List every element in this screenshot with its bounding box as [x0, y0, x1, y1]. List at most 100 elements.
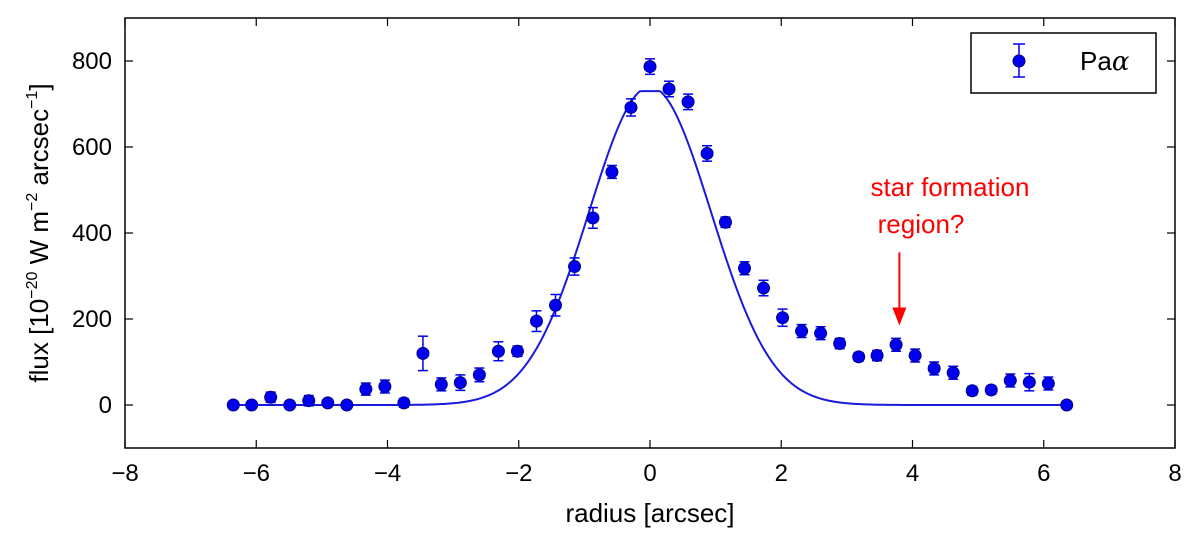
x-tick-label: −8: [111, 460, 138, 487]
y-tick-label: 200: [72, 306, 112, 333]
data-point: [814, 325, 828, 341]
x-tick-label: 2: [775, 460, 788, 487]
y-tick-label: 400: [72, 220, 112, 247]
marker: [1003, 373, 1017, 387]
marker: [776, 311, 790, 325]
x-tick-labels: −8 −6 −4 −2 0 2 4 6 8: [111, 460, 1181, 487]
data-point: [1041, 376, 1055, 391]
marker: [738, 261, 751, 275]
marker: [416, 346, 430, 360]
data-point: [359, 382, 373, 396]
data-point: [643, 58, 657, 76]
marker: [833, 337, 847, 351]
marker: [340, 398, 354, 412]
data-point: [397, 396, 411, 410]
annotation-line1: star formation: [871, 172, 1030, 202]
annotation-arrow-head: [892, 307, 907, 326]
data-point: [662, 80, 676, 98]
marker: [662, 82, 676, 96]
data-point: [776, 308, 790, 328]
data-point: [264, 390, 278, 404]
data-point: [624, 98, 638, 117]
y-tick-label: 800: [72, 48, 112, 75]
x-axis-title: radius [arcsec]: [565, 498, 734, 528]
marker: [434, 377, 448, 391]
marker: [605, 165, 619, 179]
data-point: [946, 365, 960, 380]
marker: [472, 368, 486, 382]
x-tick-label: −4: [374, 460, 401, 487]
marker: [378, 380, 392, 394]
data-point: [700, 144, 714, 162]
marker: [795, 324, 809, 338]
data-point: [984, 383, 998, 397]
data-point: [226, 398, 240, 412]
model-curve: [233, 90, 1067, 406]
marker: [1041, 377, 1055, 390]
y-axis-title: flux [10−20 W m−2 arcsec−1]: [24, 83, 54, 382]
data-point: [434, 377, 448, 392]
legend-box: [970, 32, 1157, 94]
data-point: [833, 337, 847, 351]
marker: [226, 398, 240, 412]
marker: [946, 366, 960, 380]
marker: [283, 398, 297, 412]
x-tick-label: −2: [505, 460, 532, 487]
marker: [264, 390, 278, 404]
marker: [927, 361, 941, 375]
marker: [870, 349, 884, 363]
y-tick-label: 0: [99, 392, 112, 419]
data-point: [605, 164, 619, 180]
marker: [681, 95, 695, 109]
data-point: [889, 337, 903, 352]
marker: [491, 344, 505, 358]
data-points: [226, 58, 1074, 412]
marker: [718, 215, 732, 229]
data-point: [245, 398, 259, 412]
marker: [624, 100, 638, 114]
marker: [852, 350, 866, 364]
data-point: [681, 93, 695, 111]
marker: [397, 396, 411, 410]
data-point: [738, 261, 751, 276]
data-point: [795, 323, 809, 339]
x-tick-label: −6: [243, 460, 270, 487]
marker: [814, 326, 828, 340]
data-point: [757, 279, 771, 297]
marker: [586, 211, 600, 225]
marker: [529, 314, 543, 328]
data-point: [321, 396, 335, 410]
data-point: [908, 348, 922, 363]
data-point: [491, 341, 505, 362]
x-tick-label: 6: [1037, 460, 1050, 487]
data-point: [549, 293, 562, 317]
marker: [700, 146, 714, 160]
data-point: [568, 257, 582, 276]
data-point: [927, 361, 941, 376]
marker: [908, 349, 922, 363]
data-point: [1022, 372, 1036, 392]
legend: Paα: [970, 32, 1157, 94]
y-tick-labels: 0 200 400 600 800: [72, 48, 112, 419]
data-point: [302, 394, 316, 408]
marker: [302, 394, 316, 408]
marker: [1060, 398, 1074, 412]
data-point: [416, 335, 430, 372]
legend-label: Paα: [1080, 46, 1130, 77]
marker: [549, 298, 562, 312]
x-tick-label: 8: [1168, 460, 1181, 487]
data-point: [718, 215, 732, 229]
data-point: [1003, 373, 1017, 388]
marker: [965, 384, 979, 398]
data-point: [1060, 398, 1074, 412]
data-point: [283, 398, 297, 412]
annotation-line2: region?: [878, 209, 965, 239]
marker: [245, 398, 259, 412]
data-point: [852, 350, 866, 364]
data-point: [378, 379, 392, 394]
data-point: [870, 349, 884, 363]
data-point: [472, 367, 486, 383]
marker: [984, 383, 998, 397]
x-tick-label: 0: [643, 460, 656, 487]
